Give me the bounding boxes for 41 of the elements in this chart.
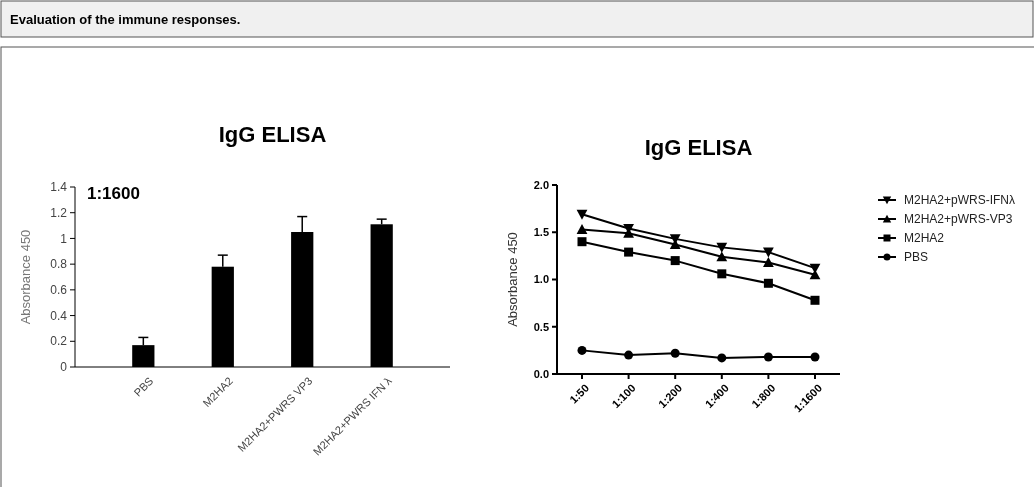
y-tick-label: 0.8 — [50, 257, 68, 272]
legend-label: PBS — [904, 250, 929, 265]
y-tick-label: 1.0 — [533, 273, 549, 286]
y-tick-label: 1.2 — [50, 205, 68, 220]
point — [716, 251, 728, 262]
y-tick-label: 1.4 — [50, 180, 68, 195]
point — [717, 269, 727, 279]
point — [810, 295, 820, 305]
y-tick-label: 1 — [60, 231, 68, 246]
point — [624, 350, 634, 360]
y-tick-label: 0.6 — [50, 283, 68, 298]
y-axis-title: Absorbance 450 — [505, 232, 520, 327]
y-tick-label: 0.2 — [50, 334, 68, 349]
y-tick-label: 0.4 — [50, 308, 68, 323]
y-tick-label: 1.5 — [533, 226, 549, 239]
point — [763, 257, 774, 267]
point — [670, 256, 680, 266]
legend-label: M2HA2 — [904, 231, 945, 246]
point — [577, 345, 587, 355]
text: Evaluation of the immune responses. — [10, 12, 241, 27]
legend-label: M2HA2+pWRS-VP3 — [904, 212, 1013, 227]
point — [763, 352, 773, 362]
point — [670, 348, 680, 358]
y-tick-label: 0.5 — [533, 320, 549, 333]
point — [576, 209, 588, 220]
point — [717, 353, 727, 363]
point — [763, 278, 773, 288]
point — [810, 352, 820, 362]
legend-label: M2HA2+pWRS-IFNλ — [904, 193, 1016, 208]
point — [763, 247, 774, 258]
point — [624, 247, 634, 257]
annotation: 1:1600 — [87, 184, 140, 203]
y-axis-title: Absorbance 450 — [18, 229, 33, 325]
y-tick-label: 0 — [60, 360, 68, 375]
chart-title: IgG ELISA — [644, 135, 753, 160]
y-tick-label: 0.0 — [533, 367, 549, 380]
chart-title: IgG ELISA — [218, 122, 327, 147]
y-tick-label: 2.0 — [533, 178, 549, 191]
point — [576, 224, 588, 234]
point — [716, 242, 728, 253]
point — [577, 237, 587, 247]
